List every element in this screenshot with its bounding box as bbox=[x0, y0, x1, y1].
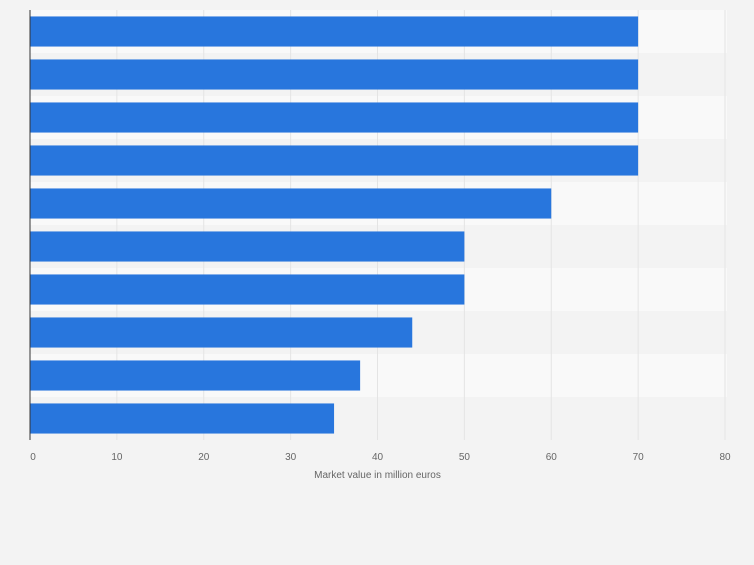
bar[interactable] bbox=[30, 145, 639, 176]
x-tick-label: 70 bbox=[633, 452, 645, 463]
bar[interactable] bbox=[30, 317, 413, 348]
bars bbox=[30, 16, 639, 434]
bar[interactable] bbox=[30, 274, 465, 305]
x-tick-label: 50 bbox=[459, 452, 471, 463]
bar[interactable] bbox=[30, 102, 639, 133]
x-axis-label: Market value in million euros bbox=[314, 470, 441, 481]
bar[interactable] bbox=[30, 231, 465, 262]
x-tick-label: 40 bbox=[372, 452, 384, 463]
bar[interactable] bbox=[30, 360, 361, 391]
bar[interactable] bbox=[30, 59, 639, 90]
x-tick-label: 0 bbox=[30, 452, 36, 463]
x-tick-labels: 0 10 20 30 40 50 60 70 80 bbox=[30, 452, 731, 463]
x-tick-label: 30 bbox=[285, 452, 297, 463]
x-tick-label: 60 bbox=[546, 452, 558, 463]
x-tick-label: 10 bbox=[111, 452, 123, 463]
bar[interactable] bbox=[30, 403, 335, 434]
bar[interactable] bbox=[30, 16, 639, 47]
bar[interactable] bbox=[30, 188, 552, 219]
x-tick-label: 20 bbox=[198, 452, 210, 463]
x-tick-label: 80 bbox=[719, 452, 731, 463]
